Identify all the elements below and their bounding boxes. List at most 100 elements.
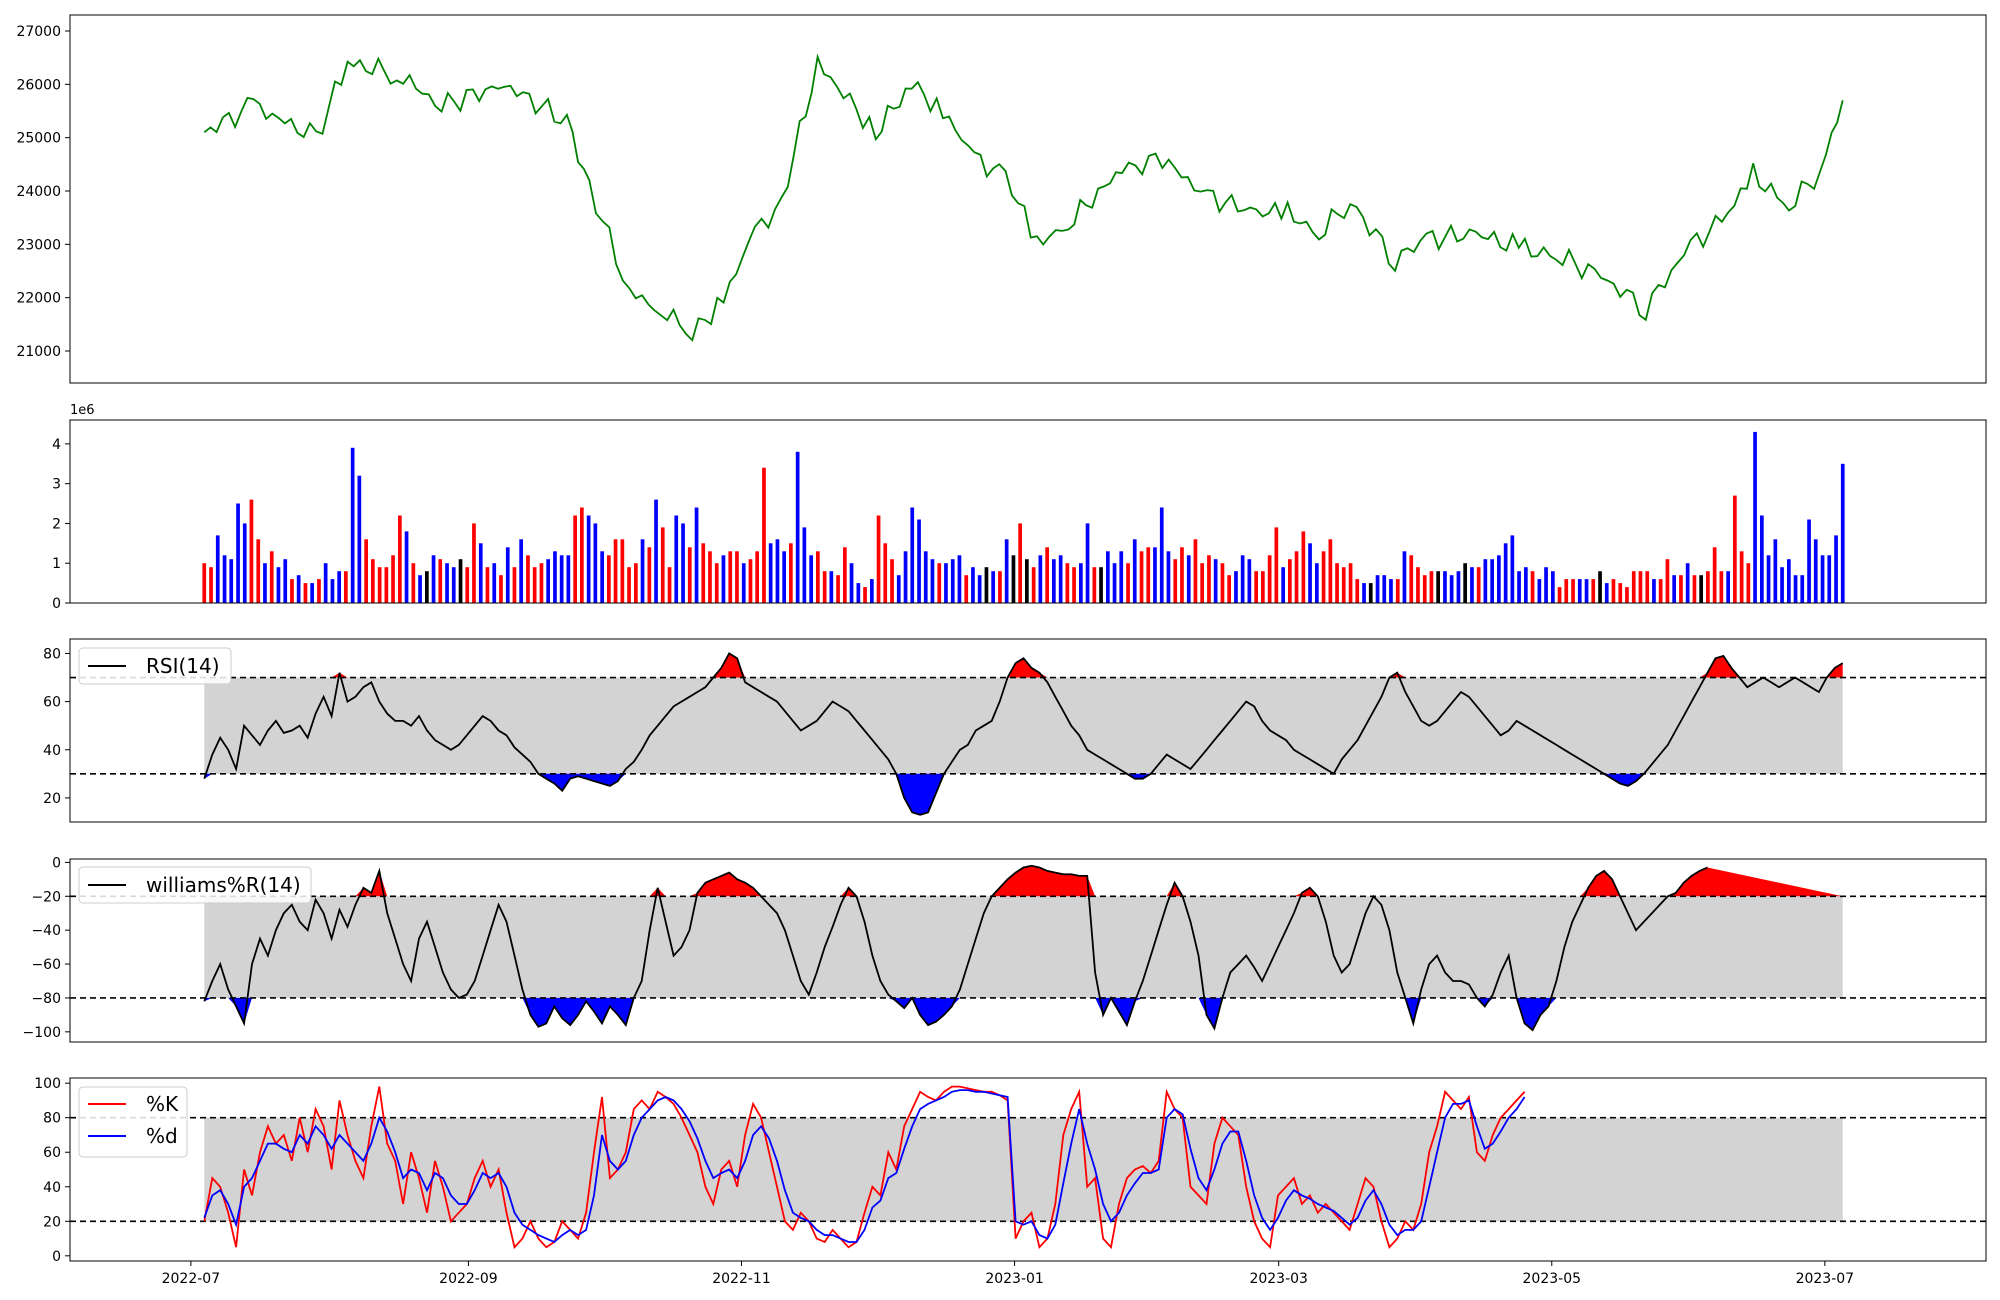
volume-bar — [532, 567, 537, 603]
x-tick-label: 2023-07 — [1796, 1271, 1855, 1287]
volume-bar — [1052, 559, 1056, 603]
volume-bar — [1429, 571, 1434, 603]
volume-bar — [1193, 539, 1198, 603]
stochastic-y-tick-label: 20 — [43, 1214, 61, 1230]
stochastic-y-tick-label: 0 — [52, 1249, 61, 1265]
price-y-tick-label: 22000 — [16, 291, 61, 307]
williams-y-tick-label: −80 — [31, 991, 61, 1007]
volume-bar — [998, 571, 1002, 603]
volume-bar — [1402, 551, 1407, 603]
volume-bar — [1618, 583, 1623, 603]
volume-bar — [1557, 587, 1562, 603]
volume-axes-frame — [69, 419, 1987, 604]
volume-bar — [323, 563, 328, 603]
volume-bar — [789, 543, 793, 603]
volume-bar — [505, 547, 510, 603]
volume-bar — [573, 515, 577, 603]
volume-bar — [1780, 567, 1784, 603]
volume-bar — [1490, 559, 1494, 603]
volume-bar — [1611, 579, 1616, 603]
volume-bar — [1207, 555, 1211, 603]
rsi-line — [203, 652, 1844, 816]
volume-bar — [1692, 575, 1697, 603]
volume-bar — [236, 503, 240, 603]
volume-bar — [863, 587, 867, 603]
volume-bar — [229, 559, 234, 603]
rsi-panel: RSI(14) 20 40 60 80 — [43, 638, 1987, 823]
volume-bar — [795, 451, 800, 603]
volume-bar — [1159, 507, 1164, 603]
volume-bar — [1503, 543, 1508, 603]
williams-plot-area — [70, 864, 1986, 1032]
volume-bar — [1335, 563, 1339, 603]
volume-bar — [418, 575, 422, 603]
volume-bar — [728, 551, 733, 603]
volume-bar — [1422, 575, 1427, 603]
volume-bar — [903, 551, 908, 603]
volume-bar — [519, 539, 523, 603]
volume-bar — [438, 559, 443, 603]
volume-bar — [694, 507, 699, 603]
williams-neutral-band — [204, 896, 1843, 998]
volume-bar — [1497, 555, 1501, 603]
volume-bar — [1085, 523, 1090, 603]
rsi-legend-label: RSI(14) — [146, 654, 220, 678]
rsi-legend: RSI(14) — [78, 647, 232, 685]
volume-bar — [1321, 551, 1326, 603]
volume-bar — [269, 551, 274, 603]
stochastic-panel: %K %d 0 20 40 60 80 100 — [34, 1076, 1987, 1265]
x-tick-label: 2023-01 — [985, 1271, 1044, 1287]
volume-bar — [283, 559, 288, 603]
volume-bar — [1726, 571, 1730, 603]
price-y-tick-label: 27000 — [16, 24, 61, 40]
volume-bar — [721, 555, 726, 603]
volume-bar — [1584, 579, 1589, 603]
volume-bar — [1564, 579, 1569, 603]
volume-bar — [870, 579, 874, 603]
volume-bar — [303, 583, 308, 603]
volume-bar — [964, 575, 969, 603]
volume-bar — [782, 551, 786, 603]
volume-bar — [890, 559, 894, 603]
volume-bar — [1470, 567, 1474, 603]
volume-bar — [1840, 463, 1845, 603]
price-y-tick-label: 21000 — [16, 344, 61, 360]
x-tick-label: 2022-11 — [712, 1271, 771, 1287]
volume-bar — [1058, 555, 1063, 603]
volume-bar — [276, 567, 281, 603]
volume-bar — [1254, 571, 1258, 603]
rsi-neutral-band — [204, 677, 1843, 774]
williams-y-tick-label: −100 — [23, 1025, 61, 1041]
volume-bar — [640, 539, 645, 603]
williams-legend-label: williams%R(14) — [146, 873, 301, 897]
volume-bar — [1065, 563, 1070, 603]
volume-bar — [411, 563, 416, 603]
volume-bar — [1119, 551, 1124, 603]
volume-bar — [451, 567, 456, 603]
volume-bar — [1658, 579, 1663, 603]
volume-bar — [876, 515, 881, 603]
volume-bar — [1112, 563, 1117, 603]
williams-overbought-fill — [204, 865, 1843, 897]
volume-bar — [1126, 563, 1130, 603]
volume-bar — [971, 567, 975, 603]
volume-bar — [1571, 579, 1575, 603]
volume-bar — [1753, 431, 1757, 603]
volume-bar — [553, 551, 557, 603]
volume-bar — [263, 563, 267, 603]
volume-bar — [1294, 551, 1299, 603]
williams-line — [203, 864, 1708, 1032]
volume-bar — [1719, 571, 1724, 603]
volume-bar — [526, 555, 530, 603]
rsi-y-tick-label: 40 — [43, 743, 61, 759]
x-axis: 2022-07 2022-09 2022-11 2023-01 2023-03 2023-… — [162, 1261, 1854, 1287]
volume-bar — [1463, 563, 1467, 603]
volume-bar — [222, 555, 227, 603]
volume-bar — [465, 567, 470, 603]
volume-bar — [1685, 563, 1690, 603]
volume-bar — [290, 579, 294, 603]
price-y-tick-label: 26000 — [16, 77, 61, 93]
volume-bar — [1510, 535, 1515, 603]
stochastic-y-tick-label: 80 — [43, 1111, 61, 1127]
volume-bar — [843, 547, 847, 603]
